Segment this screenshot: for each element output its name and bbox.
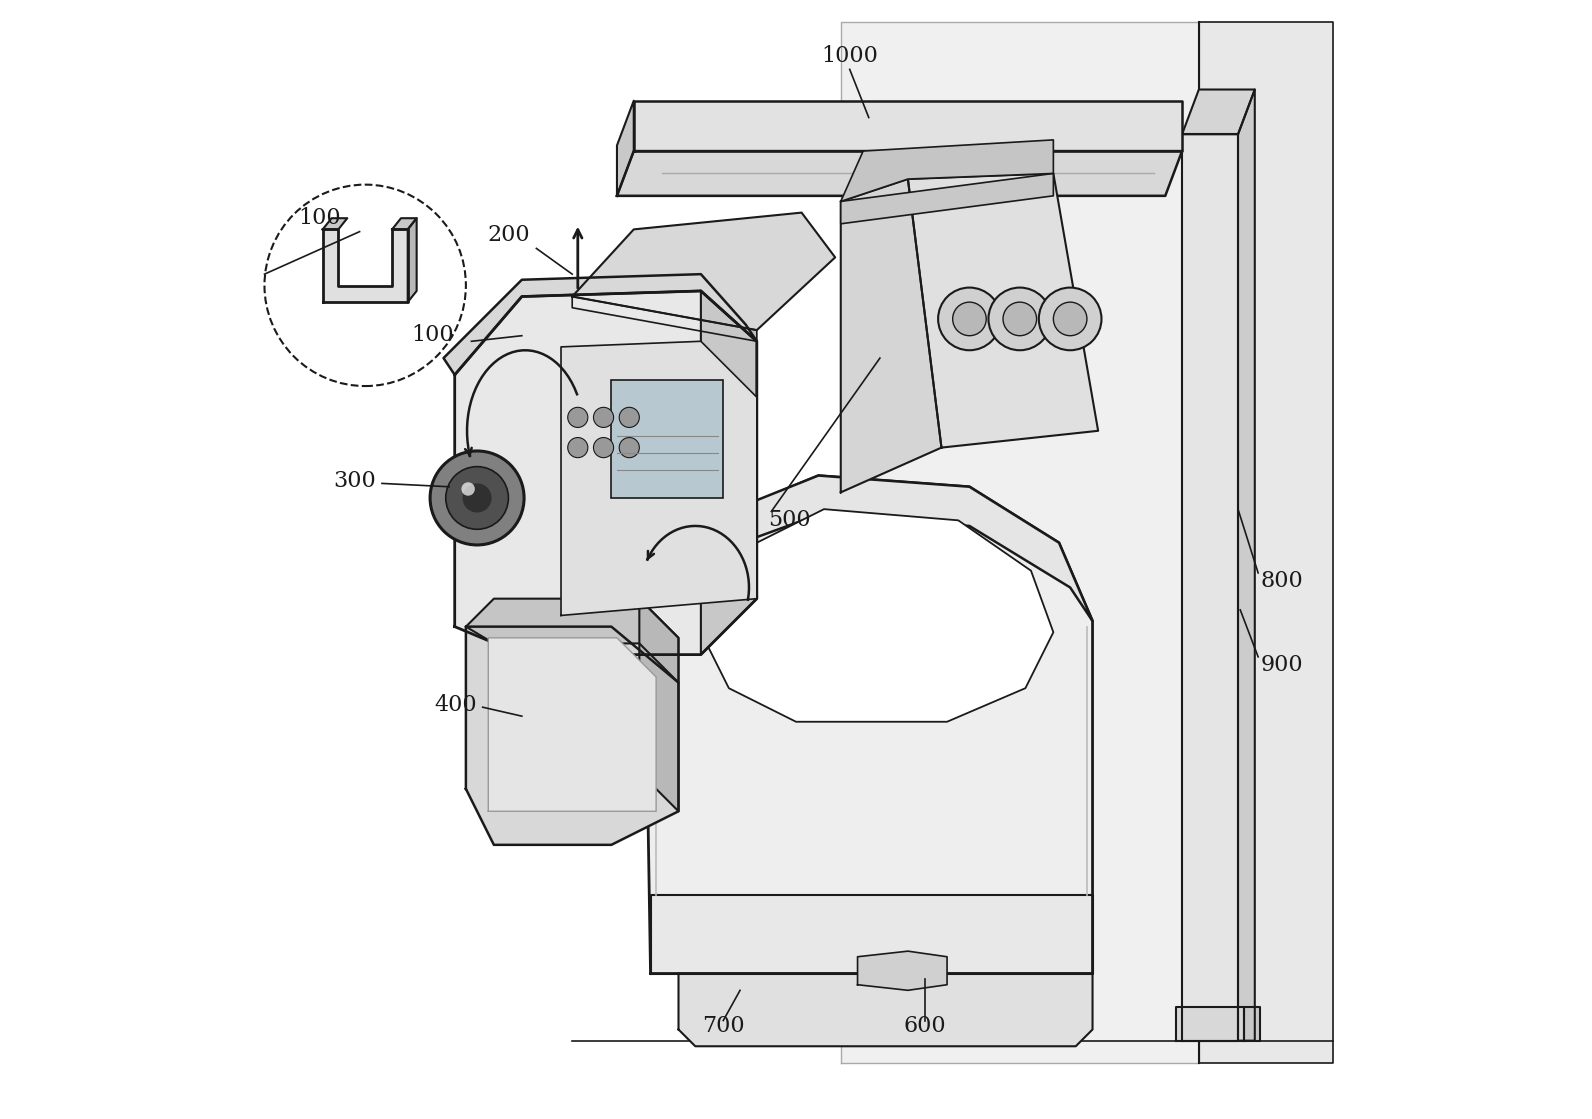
Polygon shape — [1176, 1007, 1243, 1041]
Polygon shape — [572, 213, 836, 330]
Circle shape — [446, 467, 508, 529]
Polygon shape — [841, 173, 1054, 224]
Polygon shape — [634, 101, 1181, 151]
Circle shape — [594, 438, 613, 458]
Text: 600: 600 — [903, 1015, 946, 1036]
Polygon shape — [841, 22, 1199, 1063]
Circle shape — [568, 438, 587, 458]
Polygon shape — [645, 476, 1092, 627]
Text: 200: 200 — [487, 224, 530, 245]
Polygon shape — [323, 229, 408, 302]
Circle shape — [594, 407, 613, 427]
Polygon shape — [651, 895, 1092, 974]
Text: 1000: 1000 — [821, 45, 879, 66]
Circle shape — [1040, 288, 1102, 350]
Text: 500: 500 — [767, 509, 810, 530]
Polygon shape — [455, 291, 756, 655]
Polygon shape — [678, 974, 1092, 1046]
Polygon shape — [640, 599, 678, 811]
Polygon shape — [645, 476, 1092, 974]
Circle shape — [619, 407, 640, 427]
Polygon shape — [1239, 90, 1254, 1041]
Circle shape — [938, 288, 1001, 350]
Circle shape — [430, 451, 524, 545]
Polygon shape — [489, 638, 656, 811]
Circle shape — [463, 483, 492, 513]
Text: 100: 100 — [411, 325, 454, 346]
Polygon shape — [560, 341, 756, 615]
Polygon shape — [1243, 1007, 1261, 1041]
Polygon shape — [466, 627, 678, 845]
Polygon shape — [858, 951, 947, 990]
Circle shape — [989, 288, 1051, 350]
Text: 700: 700 — [702, 1015, 745, 1036]
Polygon shape — [700, 291, 756, 655]
Polygon shape — [841, 140, 1054, 201]
Circle shape — [952, 302, 985, 336]
Polygon shape — [408, 218, 417, 302]
Text: 300: 300 — [334, 470, 376, 491]
Circle shape — [264, 185, 466, 386]
Polygon shape — [466, 599, 678, 683]
Polygon shape — [444, 274, 756, 375]
Text: 100: 100 — [298, 207, 341, 228]
Polygon shape — [618, 151, 1181, 196]
Circle shape — [1003, 302, 1036, 336]
Text: 400: 400 — [435, 694, 478, 715]
Polygon shape — [1199, 22, 1333, 1063]
Polygon shape — [572, 297, 756, 341]
Polygon shape — [1181, 134, 1239, 1041]
Circle shape — [619, 438, 640, 458]
Polygon shape — [323, 218, 347, 229]
Text: 800: 800 — [1261, 571, 1304, 592]
Polygon shape — [1181, 90, 1254, 134]
Text: 900: 900 — [1261, 655, 1302, 676]
Circle shape — [1054, 302, 1087, 336]
Bar — [611, 380, 723, 498]
Circle shape — [462, 482, 474, 496]
Polygon shape — [618, 101, 634, 196]
Polygon shape — [907, 173, 1098, 448]
Polygon shape — [841, 179, 941, 492]
Polygon shape — [700, 509, 1054, 722]
Polygon shape — [392, 218, 417, 229]
Circle shape — [568, 407, 587, 427]
